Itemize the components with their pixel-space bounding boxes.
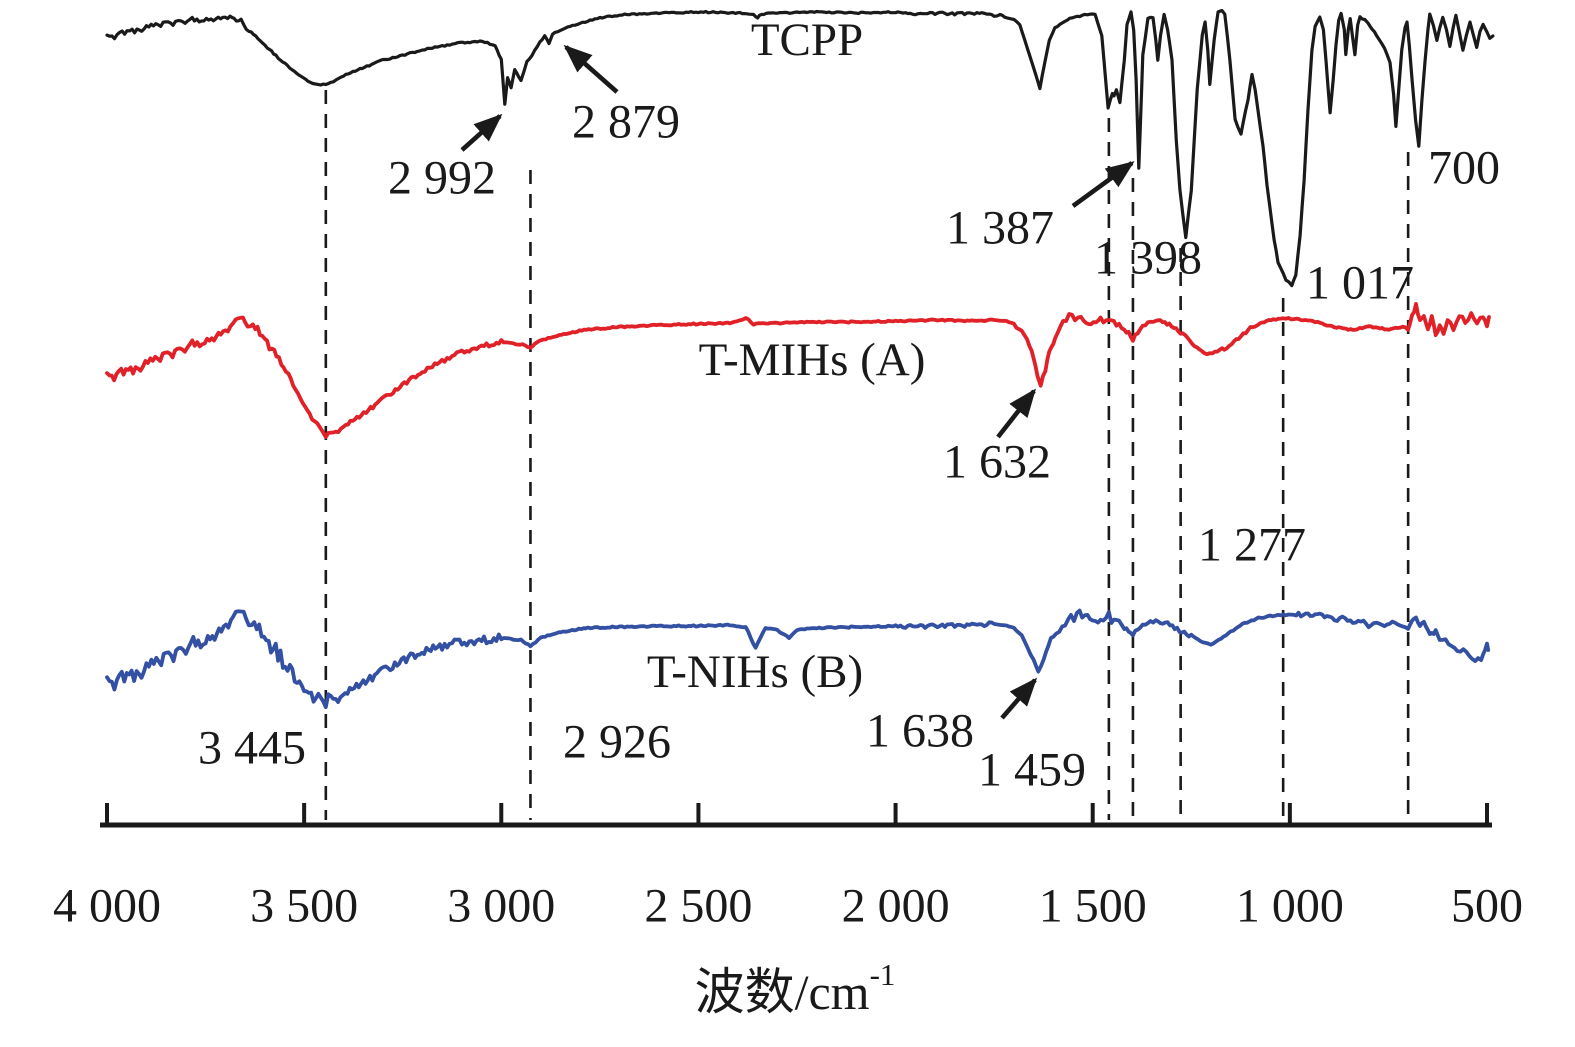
x-tick-label-4000: 4 000: [53, 880, 161, 933]
annotation-label-3445: 3 445: [198, 722, 306, 775]
annotation-label-1017: 1 017: [1306, 257, 1414, 310]
series-label-t-nihs-b: T-NIHs (B): [647, 646, 863, 698]
x-tick-label-1500: 1 500: [1039, 880, 1147, 933]
x-axis-title: 波数/cm-1: [695, 957, 896, 1021]
trace-t-mihs-a: [105, 302, 1491, 439]
annotation-label-1638: 1 638: [866, 705, 974, 758]
annotation-arrow-1638: [1000, 677, 1038, 720]
annotation-label-1632: 1 632: [943, 436, 1051, 489]
annotation-label-2879: 2 879: [572, 96, 680, 149]
annotation-label-700: 700: [1428, 142, 1500, 195]
annotation-label-1459: 1 459: [978, 744, 1086, 797]
annotation-arrow-2879: [563, 44, 619, 94]
x-tick-label-1000: 1 000: [1236, 880, 1344, 933]
x-tick-label-3500: 3 500: [250, 880, 358, 933]
annotation-label-1387: 1 387: [946, 202, 1054, 255]
series-label-tcpp: TCPP: [751, 14, 863, 66]
x-tick-label-2000: 2 000: [842, 880, 950, 933]
trace-t-nihs-b: [105, 608, 1491, 710]
annotation-arrow-1387: [1071, 161, 1135, 208]
annotation-arrow-1632: [996, 388, 1036, 439]
annotation-arrow-2992: [460, 113, 503, 152]
series-label-t-mihs-a: T-MIHs (A): [699, 334, 926, 386]
trace-tcpp: [105, 9, 1495, 288]
annotation-label-1398: 1 398: [1094, 232, 1202, 285]
x-tick-label-2500: 2 500: [644, 880, 752, 933]
annotation-label-1277: 1 277: [1198, 519, 1306, 572]
x-tick-label-500: 500: [1451, 880, 1523, 933]
x-tick-label-3000: 3 000: [447, 880, 555, 933]
annotation-label-2992: 2 992: [388, 152, 496, 205]
annotation-label-2926: 2 926: [563, 716, 671, 769]
